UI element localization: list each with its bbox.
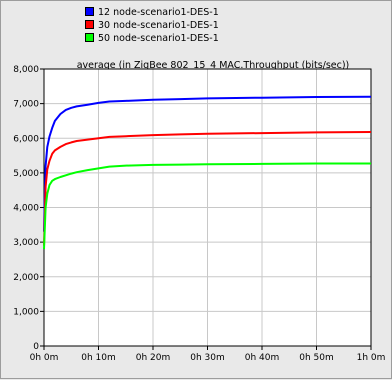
x-tick-label: 0h 0m: [30, 353, 59, 363]
legend-swatch: [85, 20, 94, 29]
legend-item: 12 node-scenario1-DES-1: [85, 6, 219, 19]
y-tick-label: 2,000: [13, 273, 39, 283]
x-tick-label: 0h 20m: [136, 353, 171, 363]
series-line: [43, 95, 372, 232]
y-tick-label: 5,000: [13, 169, 39, 179]
series-line: [43, 162, 371, 250]
x-tick-label: 0h 40m: [245, 353, 280, 363]
y-tick-label: 7,000: [13, 100, 39, 110]
y-tick-label: 1,000: [13, 307, 39, 317]
y-tick-label: 8,000: [13, 65, 39, 75]
x-tick-label: 0h 10m: [81, 353, 116, 363]
chart-title: average (in ZigBee 802_15_4 MAC.Throughp…: [76, 60, 350, 71]
legend-swatch: [85, 7, 94, 16]
legend-swatch: [85, 33, 94, 42]
legend-item: 30 node-scenario1-DES-1: [85, 19, 219, 32]
y-tick-label: 6,000: [13, 134, 39, 144]
legend-label: 30 node-scenario1-DES-1: [98, 20, 219, 31]
legend-item: 50 node-scenario1-DES-1: [85, 32, 219, 45]
legend: 12 node-scenario1-DES-1 30 node-scenario1…: [85, 6, 219, 45]
x-tick-label: 0h 50m: [299, 353, 334, 363]
y-tick-label: 3,000: [13, 238, 39, 248]
y-tick-label: 0: [33, 342, 39, 352]
legend-label: 12 node-scenario1-DES-1: [98, 7, 219, 18]
legend-label: 50 node-scenario1-DES-1: [98, 33, 219, 44]
x-tick-label: 1h 0m: [357, 353, 386, 363]
series-line: [43, 131, 372, 246]
x-tick-label: 0h 30m: [190, 353, 225, 363]
y-tick-label: 4,000: [13, 204, 39, 214]
